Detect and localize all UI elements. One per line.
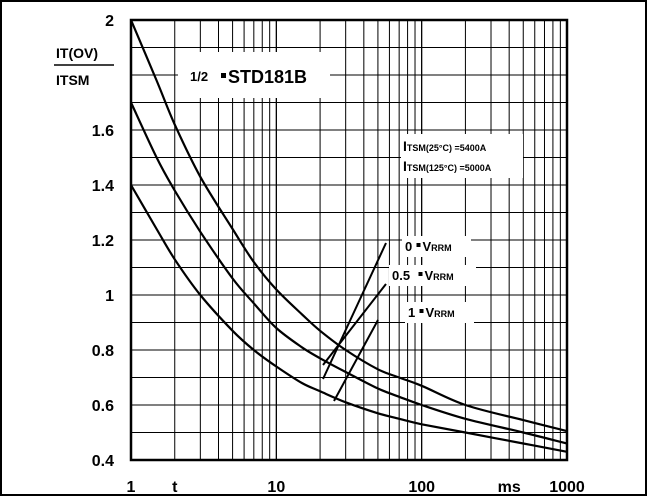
series-label-1: 0.5 VRRM xyxy=(392,268,454,283)
device-title-box xyxy=(178,52,330,98)
x-tick-label: 1 xyxy=(127,479,136,496)
y-tick-label: 2 xyxy=(105,13,114,30)
y-tick-label: 1.2 xyxy=(92,233,114,250)
y-tick-label: 1.6 xyxy=(92,123,114,140)
series-line-1 xyxy=(130,102,568,445)
multiply-dot xyxy=(418,272,423,276)
ratings-box xyxy=(401,134,523,178)
series-label-box xyxy=(389,265,476,286)
series-line-2 xyxy=(130,184,568,453)
ylabel-numerator: IT(OV) xyxy=(56,45,98,61)
x-tick-label: 10 xyxy=(267,479,285,496)
y-tick-label: 1.4 xyxy=(92,178,114,195)
multiply-dot xyxy=(221,73,226,78)
y-tick-label: 1 xyxy=(105,288,114,305)
series-pointer-1 xyxy=(322,283,387,366)
annotations: IT(OV) ITSM 1/2 STD181B ITSM(25°C) =5400A ITS… xyxy=(54,45,523,323)
series-label-box xyxy=(402,236,471,257)
series-label-2: 1 VRRM xyxy=(408,305,455,320)
device-fraction: 1/2 xyxy=(190,69,208,84)
ylabel-denominator: ITSM xyxy=(56,72,89,88)
y-tick-label: 0.6 xyxy=(92,398,114,415)
series-line-0 xyxy=(129,19,568,433)
series-pointer-0 xyxy=(322,242,387,380)
x-tick-label: ms xyxy=(498,479,521,496)
rating-line: ITSM(25°C) =5400A xyxy=(403,138,487,154)
series-label-box xyxy=(405,302,474,323)
x-tick-label: 100 xyxy=(408,479,435,496)
device-name: STD181B xyxy=(228,67,307,87)
label-pointers xyxy=(322,242,387,402)
rating-line: ITSM(125°C) =5000A xyxy=(403,158,492,174)
x-tick-label: t xyxy=(172,479,178,496)
series-label-0: 0 VRRM xyxy=(405,239,452,254)
x-tick-label: 1000 xyxy=(549,479,585,496)
tick-labels: 2 1.6 1.4 1.2 1 0.8 0.6 0.4 1 t 10 100 ms 1000 xyxy=(92,13,585,496)
series-pointer-2 xyxy=(333,319,379,402)
multiply-dot xyxy=(419,309,424,313)
y-tick-label: 0.8 xyxy=(92,343,114,360)
plot-border xyxy=(129,18,569,462)
y-tick-label: 0.4 xyxy=(92,453,114,470)
curves xyxy=(129,19,568,453)
multiply-dot xyxy=(416,243,421,247)
